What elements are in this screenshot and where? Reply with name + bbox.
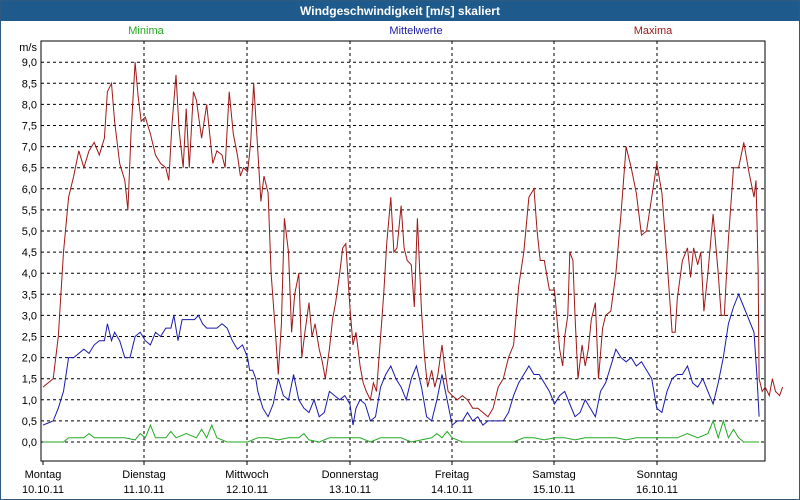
y-tick-label: 9,0 <box>22 57 37 69</box>
y-tick-label: 5,5 <box>22 205 37 217</box>
y-tick-label: 5,0 <box>22 226 37 238</box>
y-tick-label: 2,0 <box>22 353 37 365</box>
x-tick-date: 11.10.11 <box>123 484 164 496</box>
y-tick-label: 8,0 <box>22 99 37 111</box>
chart-title: Windgeschwindigkeit [m/s] skaliert <box>1 1 799 21</box>
y-tick-label: 6,5 <box>22 163 37 175</box>
series-line-maxima <box>42 62 784 418</box>
x-tick-day: Samstag <box>532 469 575 481</box>
legend-minima: Minima <box>128 25 164 37</box>
y-tick-label: 1,0 <box>22 395 37 407</box>
y-tick-label: 7,5 <box>22 121 37 133</box>
x-tick-day: Dienstag <box>122 469 165 481</box>
x-axis: Montag 10.10.11 Dienstag 11.10.11 Mittwoch 12… <box>22 461 678 496</box>
legend-mittelwerte: Mittelwerte <box>389 25 443 37</box>
series-line-mittelwerte <box>42 292 760 427</box>
y-tick-label: 7,0 <box>22 142 37 154</box>
x-tick-day: Sonntag <box>637 469 678 481</box>
x-tick-day: Montag <box>25 469 62 481</box>
y-axis: 0,0 0,5 1,0 1,5 2,0 2,5 3,0 3,5 4,0 4,5 5,0 5,5 6,0 6… <box>22 57 37 449</box>
x-tick-date: 13.10.11 <box>329 484 371 496</box>
x-tick-day: Freitag <box>435 469 469 481</box>
grid <box>41 41 765 461</box>
y-tick-label: 4,5 <box>22 247 37 259</box>
y-tick-label: 2,5 <box>22 332 37 344</box>
plot-area-border <box>40 40 766 462</box>
y-tick-label: 3,5 <box>22 289 37 301</box>
y-tick-label: 0,5 <box>22 416 37 428</box>
x-tick-date: 10.10.11 <box>22 484 64 496</box>
x-tick-date: 12.10.11 <box>226 484 268 496</box>
y-tick-label: 6,0 <box>22 184 37 196</box>
y-tick-label: 4,0 <box>22 268 37 280</box>
y-axis-label: m/s <box>19 42 37 54</box>
legend: Minima Mittelwerte Maxima <box>1 25 799 41</box>
y-tick-label: 0,0 <box>22 437 37 449</box>
y-tick-label: 1,5 <box>22 374 37 386</box>
y-tick-label: 3,0 <box>22 310 37 322</box>
x-tick-date: 15.10.11 <box>533 484 575 496</box>
series-line-minima <box>43 419 760 443</box>
x-tick-day: Donnerstag <box>322 469 379 481</box>
series-lines <box>42 62 784 443</box>
x-tick-day: Mittwoch <box>225 469 268 481</box>
legend-maxima: Maxima <box>633 25 673 37</box>
x-tick-date: 14.10.11 <box>431 484 473 496</box>
x-tick-date: 16.10.11 <box>636 484 678 496</box>
y-tick-label: 8,5 <box>22 78 37 90</box>
